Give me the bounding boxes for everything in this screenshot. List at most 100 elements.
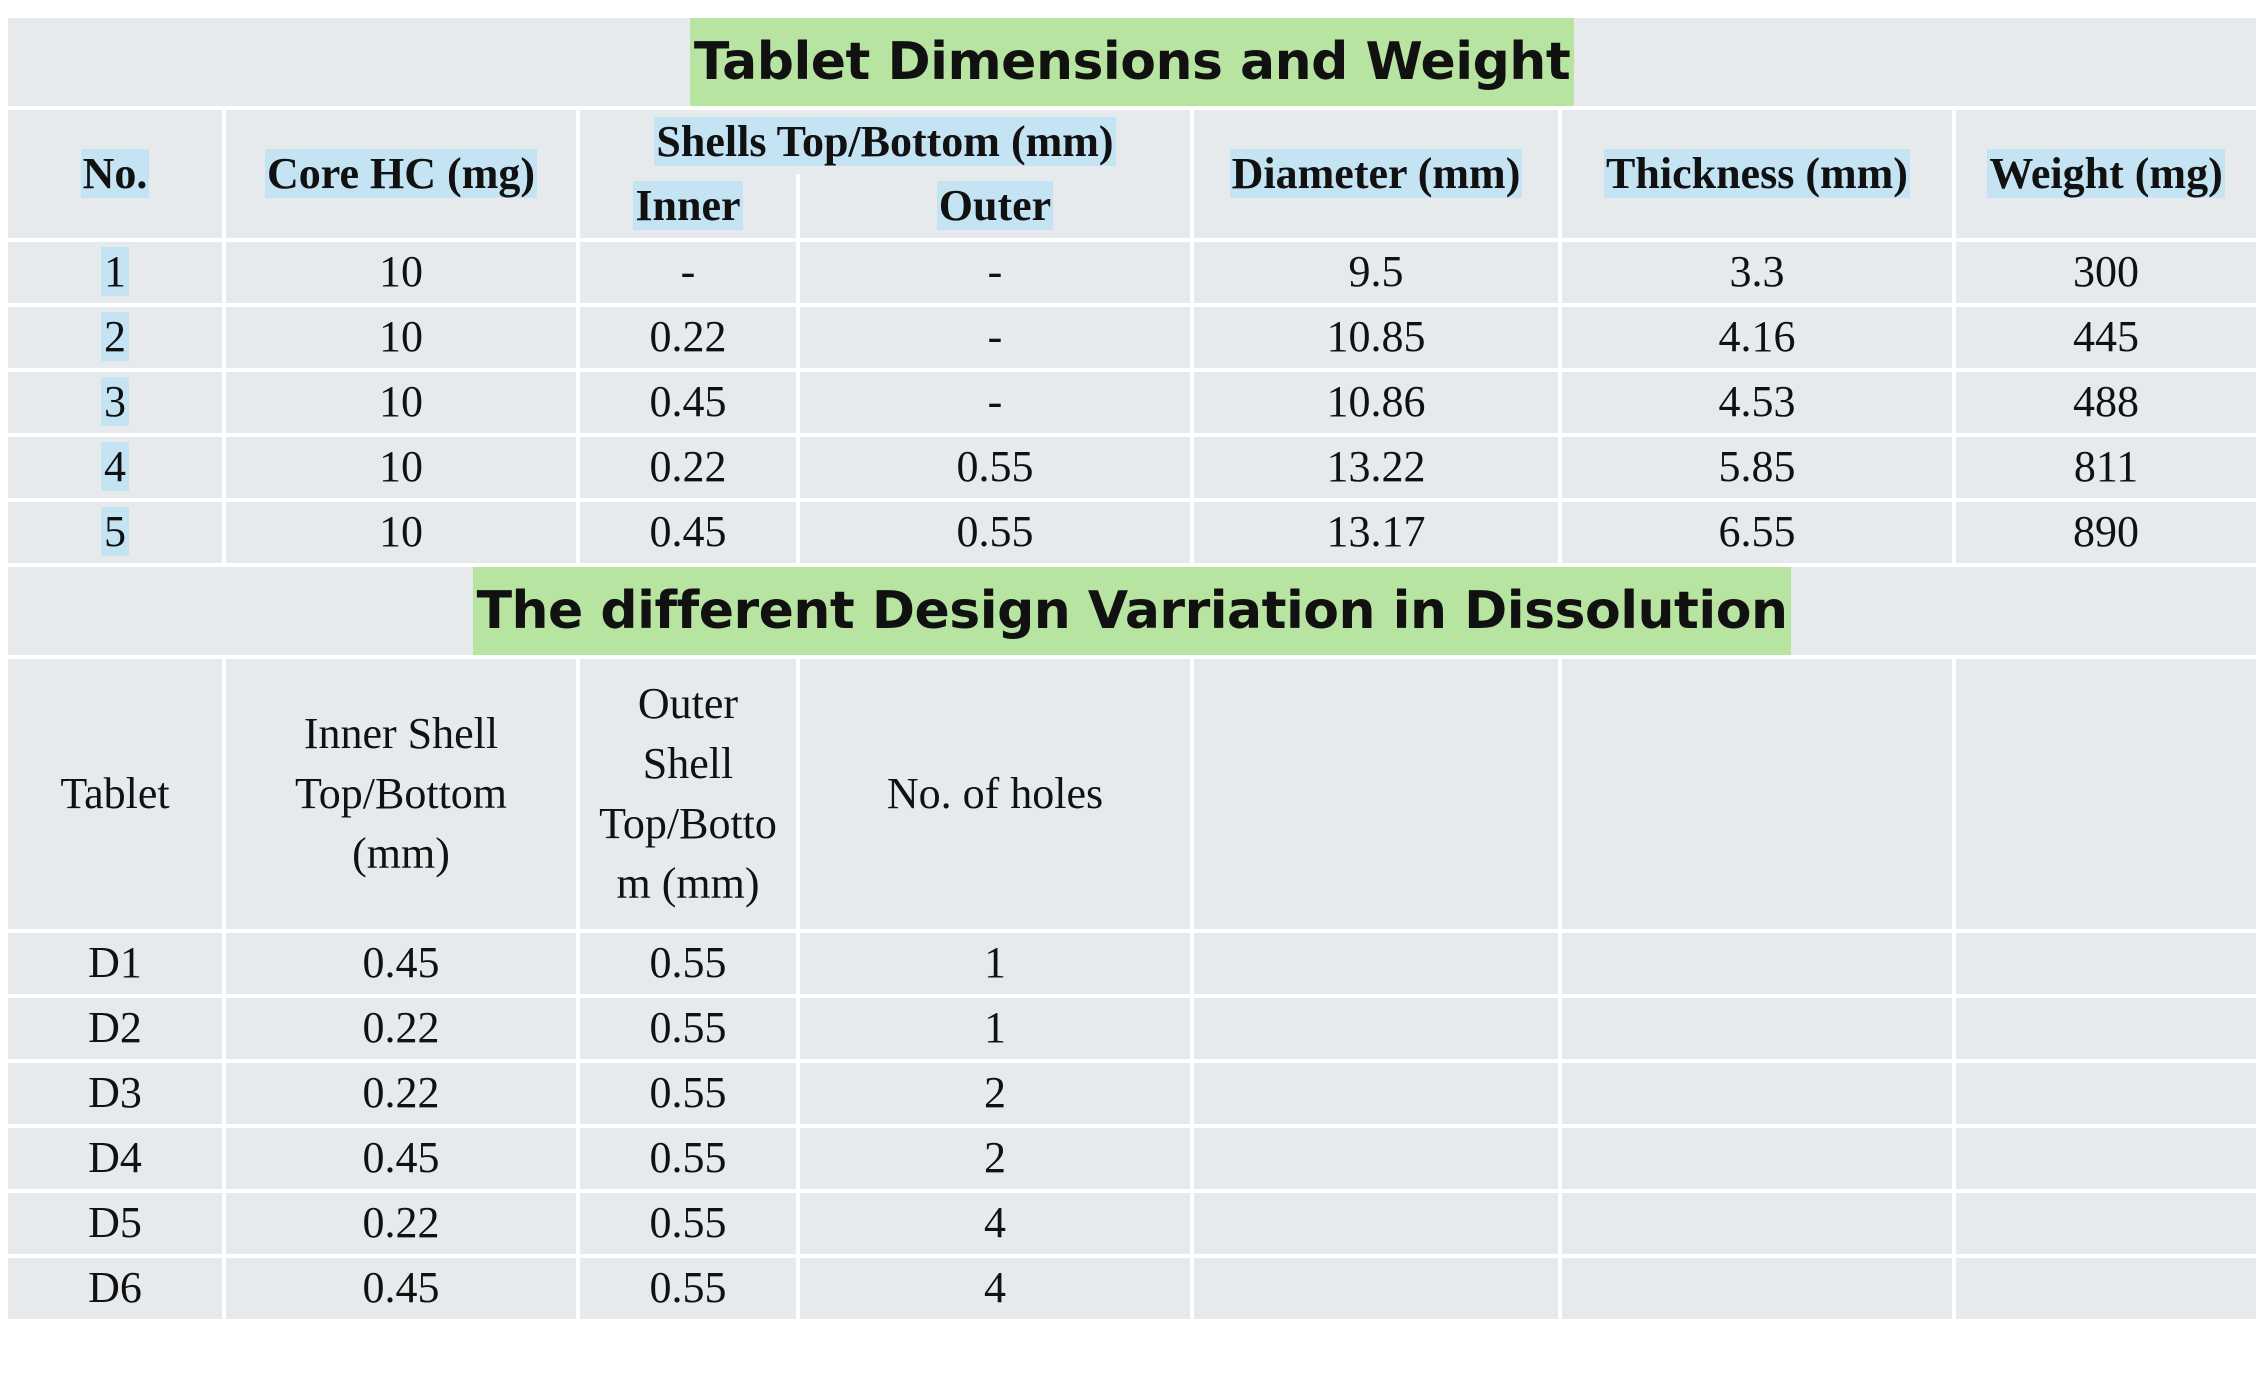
cell-thickness[interactable]: 3.3 [1558,238,1956,307]
cell-weight[interactable]: 300 [1951,238,2258,307]
cell-outer-shell[interactable]: 0.55 [576,929,800,998]
cell-tablet[interactable]: D3 [4,1059,226,1128]
empty-cell[interactable] [1951,1189,2258,1258]
empty-cell[interactable] [1951,1124,2258,1193]
cell-weight[interactable]: 445 [1951,303,2258,372]
cell-no[interactable]: 4 [4,433,226,502]
cell-core[interactable]: 10 [222,433,580,502]
cell-core[interactable]: 10 [222,498,580,567]
table1-title-cell[interactable]: Tablet Dimensions and Weight [3,14,2258,110]
header-diameter-cell[interactable]: Diameter (mm) [1190,106,1562,242]
table2-title-cell[interactable]: The different Design Varriation in Disso… [3,563,2258,659]
header-holes: No. of holes [886,769,1104,818]
header-weight-cell[interactable]: Weight (mg) [1951,106,2258,242]
header-outer-cell[interactable]: Outer [796,174,1194,242]
cell-diameter[interactable]: 13.22 [1190,433,1562,502]
cell-no[interactable]: 2 [4,303,226,372]
header-inner-shell-cell[interactable]: Inner Shell Top/Bottom (mm) [222,655,580,933]
empty-cell[interactable] [1558,1124,1956,1193]
cell-inner[interactable]: 0.45 [576,498,800,567]
cell-no[interactable]: 1 [4,238,226,307]
empty-cell[interactable] [1951,929,2258,998]
cell-weight[interactable]: 488 [1951,368,2258,437]
cell-core[interactable]: 10 [222,368,580,437]
cell-outer[interactable]: - [796,303,1194,372]
header-core: Core HC (mg) [265,148,537,198]
cell-holes[interactable]: 1 [796,994,1194,1063]
empty-cell[interactable] [1558,655,1956,933]
cell-diameter[interactable]: 10.86 [1190,368,1562,437]
header-thickness-cell[interactable]: Thickness (mm) [1558,106,1956,242]
cell-diameter[interactable]: 13.17 [1190,498,1562,567]
cell-thickness[interactable]: 4.16 [1558,303,1956,372]
cell-core[interactable]: 10 [222,303,580,372]
cell-diameter[interactable]: 10.85 [1190,303,1562,372]
empty-cell[interactable] [1190,929,1562,998]
cell-inner-shell[interactable]: 0.45 [222,1124,580,1193]
cell-no[interactable]: 5 [4,498,226,567]
cell-outer-shell[interactable]: 0.55 [576,1189,800,1258]
cell-inner[interactable]: - [576,238,800,307]
cell-tablet[interactable]: D6 [4,1254,226,1323]
cell-thickness[interactable]: 4.53 [1558,368,1956,437]
header-no-cell[interactable]: No. [4,106,226,242]
table1-row: 3 10 0.45 - 10.86 4.53 488 [4,368,2258,437]
cell-inner-shell[interactable]: 0.22 [222,1059,580,1128]
cell-inner-shell[interactable]: 0.45 [222,1254,580,1323]
cell-holes[interactable]: 4 [796,1189,1194,1258]
cell-no[interactable]: 3 [4,368,226,437]
cell-outer[interactable]: 0.55 [796,498,1194,567]
empty-cell[interactable] [1190,1254,1562,1323]
header-shells-cell[interactable]: Shells Top/Bottom (mm) [576,106,1194,174]
cell-diameter[interactable]: 9.5 [1190,238,1562,307]
cell-holes[interactable]: 2 [796,1059,1194,1128]
header-no: No. [80,148,150,198]
cell-tablet[interactable]: D2 [4,994,226,1063]
empty-cell[interactable] [1951,655,2258,933]
cell-outer-shell[interactable]: 0.55 [576,994,800,1063]
cell-outer[interactable]: - [796,238,1194,307]
cell-weight[interactable]: 890 [1951,498,2258,567]
empty-cell[interactable] [1558,929,1956,998]
empty-cell[interactable] [1951,1254,2258,1323]
empty-cell[interactable] [1951,994,2258,1063]
header-tablet-cell[interactable]: Tablet [4,655,226,933]
cell-outer-shell[interactable]: 0.55 [576,1124,800,1193]
cell-thickness[interactable]: 5.85 [1558,433,1956,502]
empty-cell[interactable] [1558,1189,1956,1258]
cell-tablet[interactable]: D4 [4,1124,226,1193]
cell-tablet[interactable]: D1 [4,929,226,998]
cell-thickness[interactable]: 6.55 [1558,498,1956,567]
empty-cell[interactable] [1190,655,1562,933]
empty-cell[interactable] [1558,1059,1956,1128]
cell-outer[interactable]: - [796,368,1194,437]
header-diameter: Diameter (mm) [1229,148,1523,198]
cell-inner[interactable]: 0.22 [576,303,800,372]
cell-holes[interactable]: 2 [796,1124,1194,1193]
empty-cell[interactable] [1190,1124,1562,1193]
table2-row: D5 0.22 0.55 4 [4,1189,2258,1258]
empty-cell[interactable] [1190,1189,1562,1258]
header-outer-shell-cell[interactable]: Outer Shell Top/Botto m (mm) [576,655,800,933]
cell-tablet[interactable]: D5 [4,1189,226,1258]
empty-cell[interactable] [1951,1059,2258,1128]
empty-cell[interactable] [1190,994,1562,1063]
cell-outer-shell[interactable]: 0.55 [576,1254,800,1323]
header-core-cell[interactable]: Core HC (mg) [222,106,580,242]
empty-cell[interactable] [1558,994,1956,1063]
cell-inner[interactable]: 0.45 [576,368,800,437]
cell-inner[interactable]: 0.22 [576,433,800,502]
cell-outer-shell[interactable]: 0.55 [576,1059,800,1128]
cell-inner-shell[interactable]: 0.45 [222,929,580,998]
empty-cell[interactable] [1558,1254,1956,1323]
cell-core[interactable]: 10 [222,238,580,307]
cell-outer[interactable]: 0.55 [796,433,1194,502]
empty-cell[interactable] [1190,1059,1562,1128]
cell-inner-shell[interactable]: 0.22 [222,1189,580,1258]
cell-holes[interactable]: 4 [796,1254,1194,1323]
cell-weight[interactable]: 811 [1951,433,2258,502]
header-holes-cell[interactable]: No. of holes [796,655,1194,933]
cell-inner-shell[interactable]: 0.22 [222,994,580,1063]
cell-holes[interactable]: 1 [796,929,1194,998]
header-inner-cell[interactable]: Inner [576,174,800,242]
